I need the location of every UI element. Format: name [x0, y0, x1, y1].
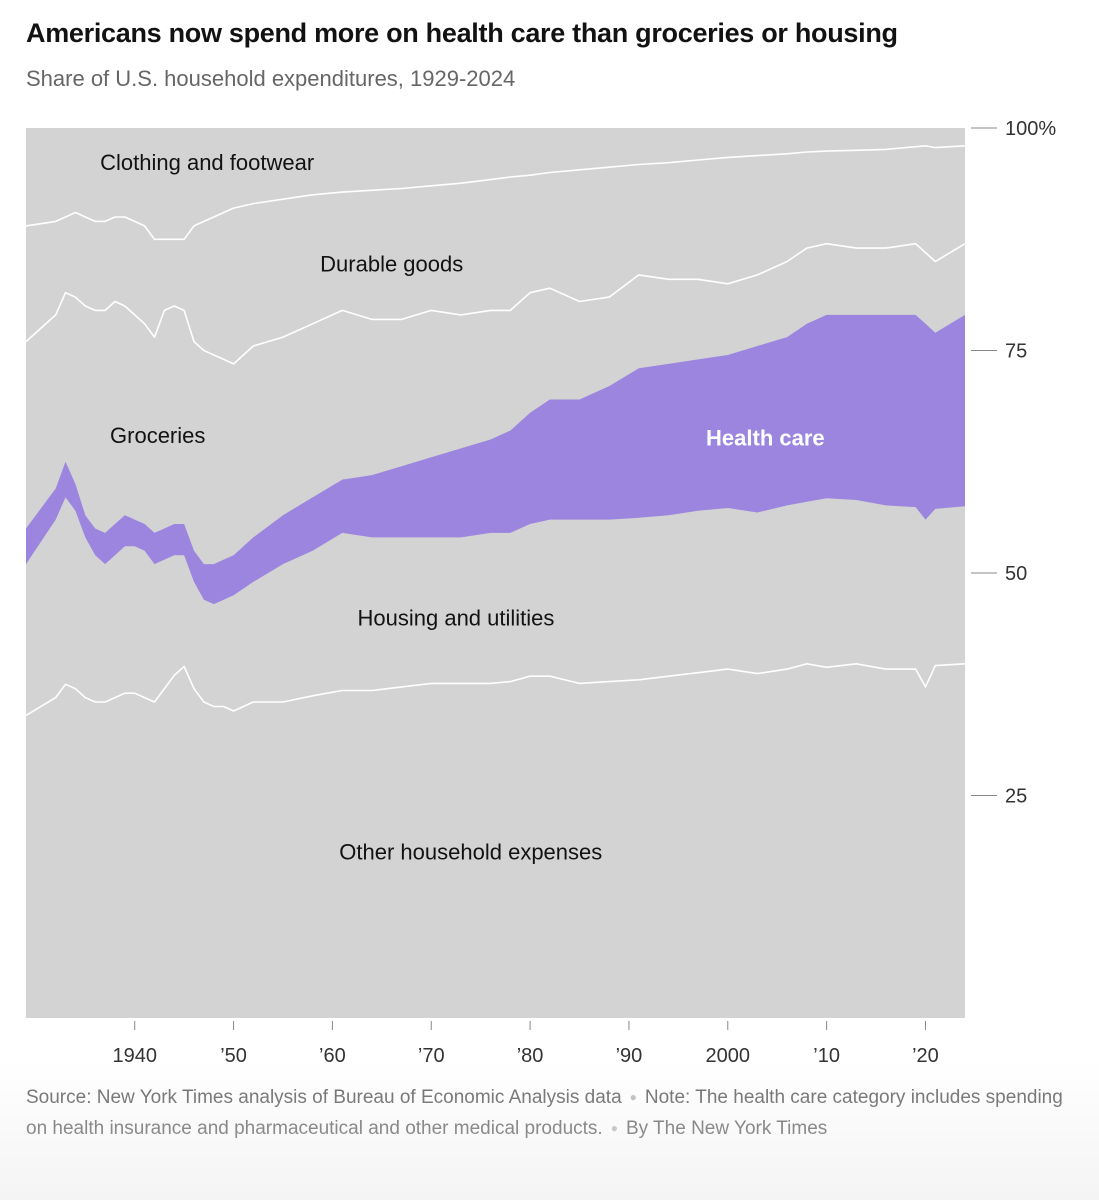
chart-title: Americans now spend more on health care … [26, 18, 898, 48]
x-tick-label: 2000 [706, 1045, 751, 1067]
stacked-area-chart: 100% 75 50 25 1940 ’50 ’60 ’70 ’80 ’90 2000 ’10 ’20 C… [25, 118, 1056, 1067]
x-tick-label: ’60 [319, 1045, 346, 1067]
y-tick-label: 50 [1005, 563, 1027, 585]
x-tick-label: 1940 [112, 1045, 157, 1067]
x-tick-label: ’10 [813, 1045, 840, 1067]
source-note: Source: New York Times analysis of Burea… [26, 1087, 622, 1108]
series-label: Clothing and footwear [100, 150, 314, 175]
series-label: Housing and utilities [358, 606, 555, 631]
series-label: Health care [706, 426, 825, 451]
chart-subtitle: Share of U.S. household expenditures, 19… [26, 66, 516, 91]
x-tick-label: ’70 [418, 1045, 445, 1067]
series-label: Groceries [110, 423, 205, 448]
y-tick-label: 75 [1005, 341, 1027, 363]
x-tick-label: ’90 [616, 1045, 643, 1067]
x-tick-label: ’50 [220, 1045, 247, 1067]
x-tick-label: ’80 [517, 1045, 544, 1067]
series-label: Other household expenses [339, 840, 602, 865]
health-care-area [26, 314, 965, 605]
x-tick-label: ’20 [912, 1045, 939, 1067]
series-label: Durable goods [320, 251, 463, 276]
byline: By The New York Times [625, 1118, 828, 1139]
durable-clothing-boundary-line [25, 145, 966, 241]
footer-separator: ● [610, 1121, 618, 1135]
footer-separator: ● [629, 1090, 637, 1104]
y-tick-label: 100% [1005, 118, 1056, 140]
chart-footer: Source: New York Times analysis of Burea… [26, 1082, 1066, 1144]
stacked-area-background [26, 128, 965, 1018]
other-housing-boundary-line [25, 663, 966, 717]
groceries-durable-boundary-line [25, 242, 966, 365]
y-tick-label: 25 [1005, 786, 1027, 808]
